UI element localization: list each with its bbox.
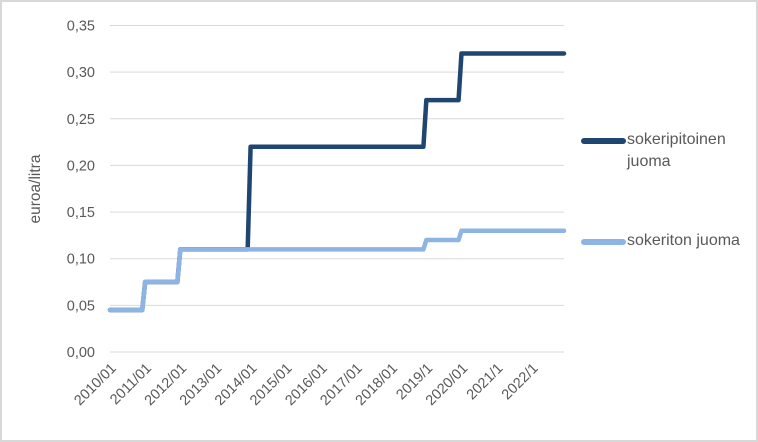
x-tick-label: 2021/1	[464, 361, 507, 404]
y-tick-label: 0,25	[67, 112, 95, 128]
y-tick-label: 0,05	[67, 298, 95, 314]
chart-legend: sokeripitoinen juoma sokeriton juoma	[581, 2, 756, 440]
legend-line-marker-dark	[581, 138, 626, 144]
y-tick-label: 0,20	[67, 158, 95, 174]
y-tick-label: 0,15	[67, 205, 95, 221]
legend-item-sokeripitoinen-juoma: sokeripitoinen juoma	[581, 129, 756, 173]
y-axis-title: euroa/litra	[27, 154, 44, 224]
x-tick-label: 2022/1	[499, 361, 542, 404]
series-line-sokeriton-juoma	[107, 228, 567, 313]
legend-label: sokeripitoinen juoma	[627, 131, 726, 170]
legend-label: sokeriton juoma	[627, 232, 740, 249]
legend-line-marker-light	[581, 239, 626, 245]
y-tick-label: 0,10	[67, 252, 95, 268]
y-tick-label: 0,30	[67, 65, 95, 81]
legend-item-sokeriton-juoma: sokeriton juoma	[581, 230, 756, 252]
y-tick-label: 0,00	[67, 345, 95, 361]
y-tick-label: 0,35	[67, 19, 95, 35]
